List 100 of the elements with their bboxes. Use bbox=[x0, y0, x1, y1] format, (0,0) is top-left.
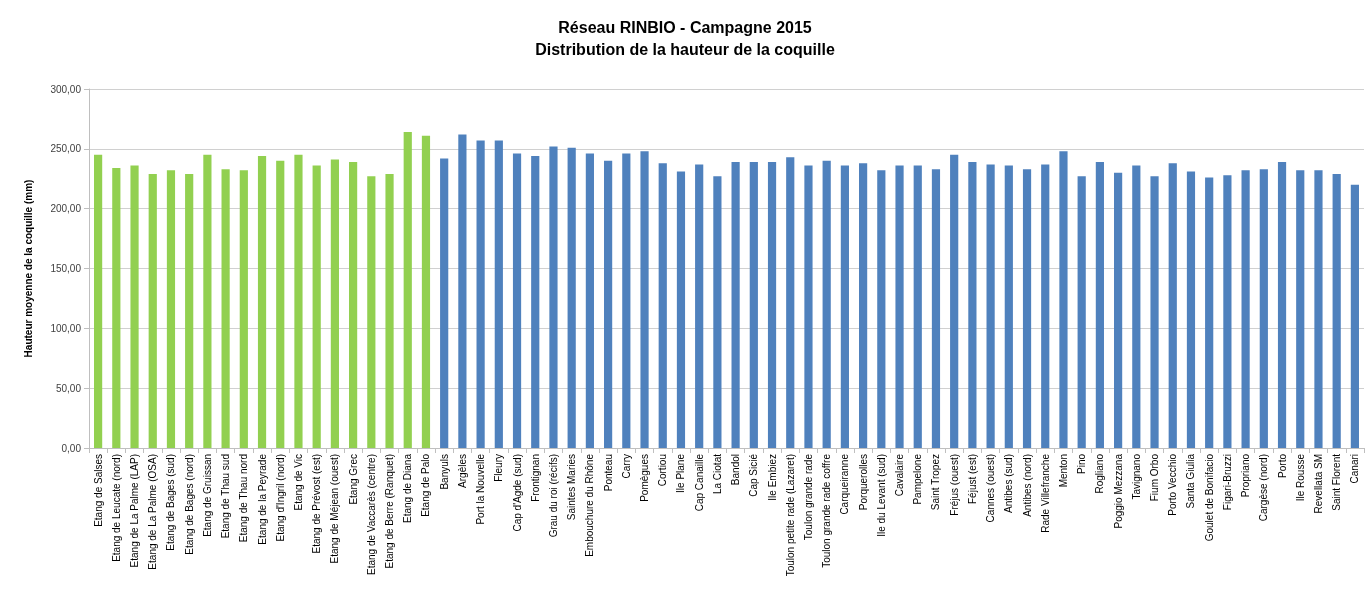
bar bbox=[1241, 170, 1250, 448]
y-tick-label: 0,00 bbox=[61, 442, 82, 454]
bar bbox=[1077, 176, 1086, 448]
x-tick-label: Grau du roi (récifs) bbox=[547, 454, 559, 538]
x-tick-label: Toulon petite rade (Lazaret) bbox=[784, 454, 796, 577]
bar bbox=[148, 173, 157, 448]
y-tick-label: 250,00 bbox=[50, 143, 82, 155]
y-tick-label: 100,00 bbox=[50, 322, 82, 334]
bar bbox=[804, 165, 813, 448]
bar bbox=[531, 156, 540, 448]
x-tick-label: Cannes (ouest) bbox=[985, 454, 997, 523]
x-tick-label: Etang de Gruissan bbox=[201, 454, 213, 537]
x-tick-label: Fleury bbox=[493, 454, 505, 482]
bar bbox=[476, 140, 485, 448]
x-tick-label: Etang de Palo bbox=[420, 453, 432, 517]
x-tick-label: Cavalaire bbox=[894, 453, 906, 497]
x-tick-label: Porto Vecchio bbox=[1167, 453, 1179, 516]
x-tick-label: Ile Embiez bbox=[766, 454, 778, 501]
x-tick-label: Argèles bbox=[456, 454, 468, 488]
x-tick-label: La Ciotat bbox=[711, 453, 723, 495]
bar bbox=[713, 176, 722, 448]
x-tick-label: Tavignano bbox=[1130, 453, 1142, 500]
x-tick-label: Porto bbox=[1276, 453, 1288, 478]
bar bbox=[931, 169, 941, 448]
x-tick-label: Canari bbox=[1349, 454, 1361, 484]
bar bbox=[1168, 163, 1177, 448]
x-tick-label: Port la Nouvelle bbox=[475, 453, 487, 525]
bar bbox=[403, 132, 412, 448]
x-tick-label: Poggio Mezzana bbox=[1112, 453, 1124, 529]
x-tick-label: Cap Sicié bbox=[748, 453, 760, 497]
chart-subtitle: Distribution de la hauteur de la coquille bbox=[535, 40, 835, 58]
x-tick-label: Pampelone bbox=[912, 453, 924, 505]
x-tick-label: Embouchure du Rhône bbox=[584, 453, 596, 557]
x-tick-label: Cortiou bbox=[657, 454, 669, 487]
chart-title: Réseau RINBIO - Campagne 2015 bbox=[558, 18, 812, 36]
bar bbox=[185, 173, 194, 448]
bar bbox=[676, 171, 686, 448]
x-tick-label: Saint Tropez bbox=[930, 454, 942, 511]
bar bbox=[130, 165, 139, 448]
bar bbox=[658, 163, 667, 448]
bar bbox=[1314, 170, 1323, 448]
x-tick-label: Revellata SM bbox=[1312, 454, 1324, 514]
bar bbox=[822, 160, 831, 448]
bar bbox=[1296, 170, 1305, 448]
bar bbox=[1150, 176, 1159, 448]
x-tick-label: Etang d'Ingril (nord) bbox=[274, 454, 286, 542]
x-tick-label: Bandol bbox=[730, 454, 742, 486]
x-tick-label: Etang Grec bbox=[347, 454, 359, 505]
x-tick-label: Rogliano bbox=[1094, 453, 1106, 494]
bar bbox=[1022, 169, 1032, 448]
x-tick-label: Cargèse (nord) bbox=[1258, 454, 1270, 522]
x-tick-label: Etang de La Palme (LAP) bbox=[129, 454, 141, 568]
bar bbox=[385, 173, 394, 448]
bar bbox=[1350, 184, 1359, 448]
x-tick-label: Etang de Méjean (ouest) bbox=[329, 454, 341, 564]
x-tick-label: Carry bbox=[620, 454, 632, 479]
y-tick-label: 50,00 bbox=[55, 382, 82, 394]
y-tick-label: 300,00 bbox=[50, 83, 82, 95]
bar bbox=[367, 176, 376, 448]
bar bbox=[877, 170, 886, 448]
x-tick-label: Saintes Maries bbox=[566, 454, 578, 521]
x-tick-label: Etang de Vaccarès (centre) bbox=[365, 454, 377, 575]
x-tick-label: Ponteau bbox=[602, 454, 614, 492]
bar bbox=[312, 165, 321, 448]
x-tick-label: Féjust (est) bbox=[966, 454, 978, 505]
bar bbox=[1095, 162, 1104, 448]
x-tick-label: Etang de La Palme (OSA) bbox=[147, 454, 159, 570]
bar bbox=[239, 170, 248, 448]
y-tick-label: 150,00 bbox=[50, 263, 82, 274]
x-tick-label: Rade Villefranche bbox=[1039, 453, 1051, 533]
x-tick-label: Figari-Bruzzi bbox=[1221, 454, 1233, 511]
bar bbox=[604, 160, 613, 448]
y-axis-title: Hauteur moyenne de la coquille (mm) bbox=[22, 179, 34, 358]
x-tick-label: Antibes (nord) bbox=[1021, 454, 1033, 517]
bar bbox=[294, 154, 303, 448]
y-tick-label: 200,00 bbox=[50, 203, 82, 215]
x-tick-label: Menton bbox=[1057, 454, 1069, 488]
bar bbox=[421, 135, 431, 448]
x-tick-label: Banyuls bbox=[438, 454, 450, 490]
x-tick-label: Frontignan bbox=[529, 454, 541, 502]
bar bbox=[786, 157, 795, 448]
x-tick-label: Antibes (sud) bbox=[1003, 454, 1015, 513]
x-tick-label: Etang de Diana bbox=[402, 453, 414, 523]
bar bbox=[494, 140, 503, 448]
x-tick-label: Cap Canaille bbox=[693, 453, 705, 512]
x-tick-label: Saint Florent bbox=[1331, 453, 1343, 511]
bar bbox=[1004, 165, 1013, 448]
x-tick-label: Etang de Berre (Ranquet) bbox=[384, 454, 396, 569]
bar bbox=[1041, 164, 1050, 448]
x-tick-label: Carqueiranne bbox=[839, 453, 851, 515]
x-tick-label: Goulet de Bonifacio bbox=[1203, 453, 1215, 542]
x-tick-label: Etang de Salses bbox=[92, 454, 104, 527]
bar bbox=[276, 160, 285, 448]
x-tick-label: Toulon grande rade bbox=[802, 453, 814, 541]
bar bbox=[895, 165, 904, 448]
bar bbox=[567, 147, 576, 448]
bar bbox=[767, 162, 777, 448]
x-tick-label: Etang de Prévost (est) bbox=[311, 454, 323, 554]
x-tick-label: Ile Plane bbox=[675, 453, 687, 493]
bar bbox=[549, 146, 558, 448]
